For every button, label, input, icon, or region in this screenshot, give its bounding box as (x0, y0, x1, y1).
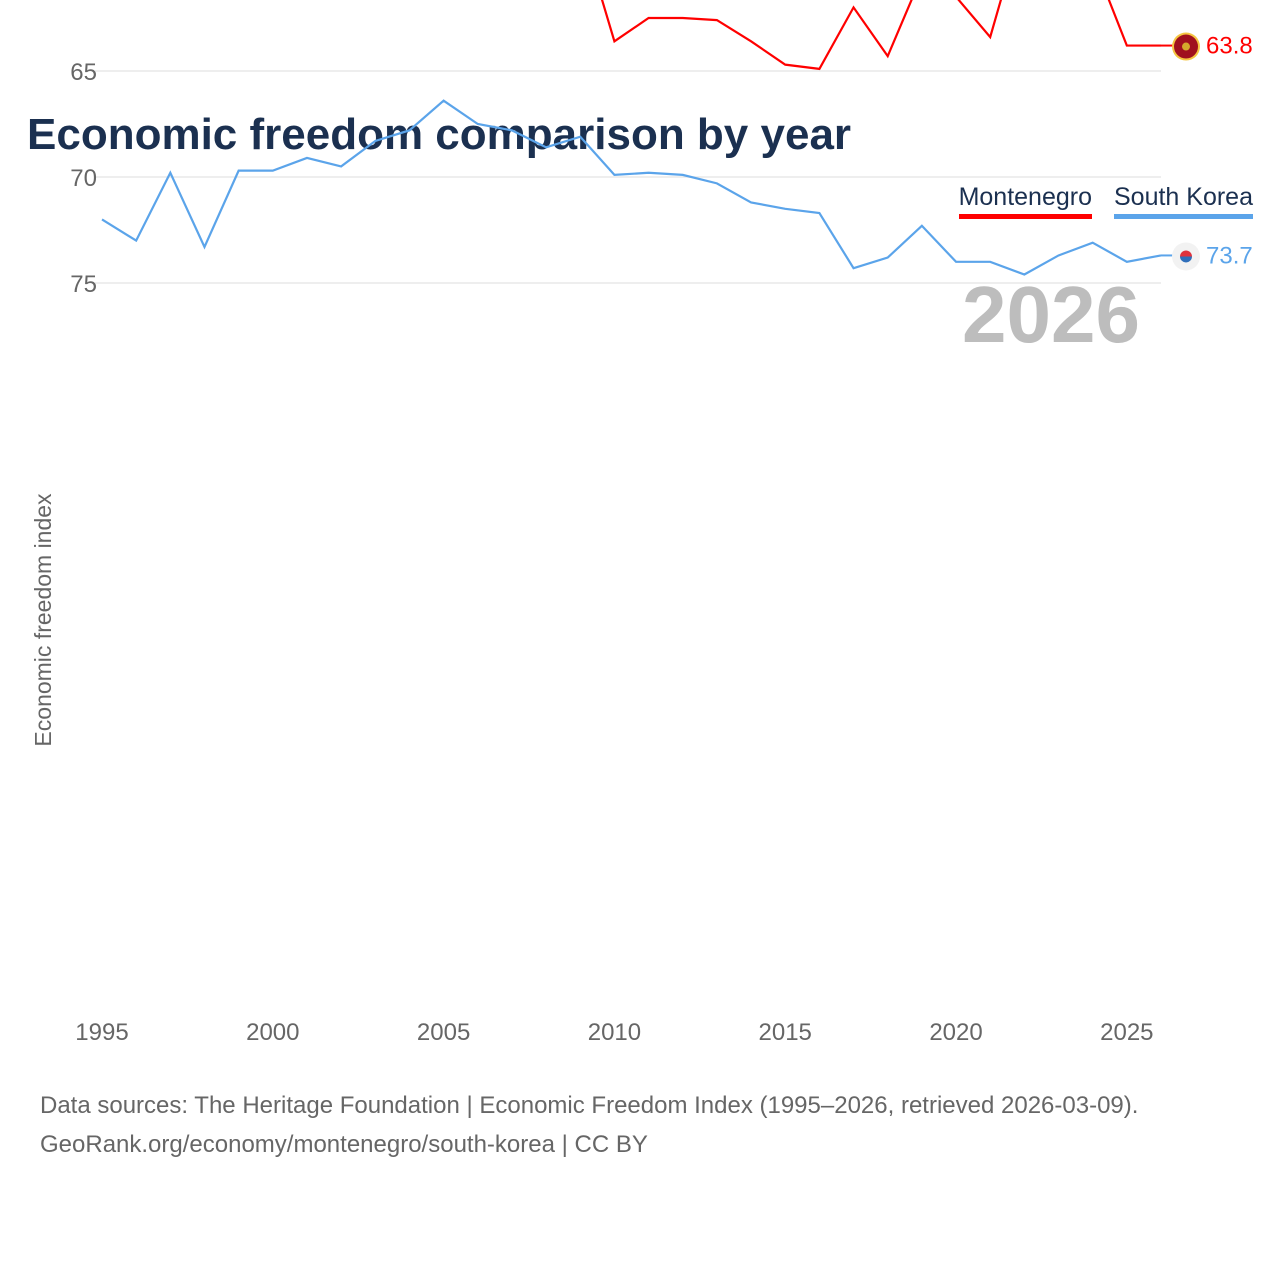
year-watermark: 2026 (962, 270, 1140, 359)
chart-title: Economic freedom comparison by year (27, 110, 852, 159)
end-value-label: 73.7 (1206, 242, 1253, 269)
x-tick-label: 1995 (75, 1019, 128, 1046)
flag-taeguk-top (1180, 250, 1192, 257)
legend-item-montenegro[interactable]: Montenegro (958, 183, 1092, 219)
y-axis-label: Economic freedom index (30, 493, 56, 747)
flag-taeguk-bottom (1180, 256, 1192, 263)
legend-item-south-korea[interactable]: South Korea (1114, 183, 1253, 219)
flag-emblem (1182, 42, 1190, 51)
end-value-label: 63.8 (1206, 33, 1253, 60)
series-line-south-korea (101, 99, 1162, 276)
series-line-montenegro (600, 0, 1161, 71)
footer: Data sources: The Heritage Foundation | … (40, 1086, 1138, 1164)
y-tick-label: 75 (70, 271, 97, 298)
y-tick-label: 65 (70, 59, 97, 86)
x-tick-label: 2020 (929, 1019, 982, 1046)
source-link[interactable]: GeoRank.org/economy/montenegro/south-kor… (40, 1131, 648, 1158)
x-tick-label: 2000 (246, 1019, 299, 1046)
y-tick-label: 70 (70, 165, 97, 192)
x-tick-label: 2015 (759, 1019, 812, 1046)
x-tick-label: 2010 (588, 1019, 641, 1046)
x-tick-label: 2025 (1100, 1019, 1153, 1046)
legend: Montenegro South Korea (958, 183, 1253, 219)
data-source: Data sources: The Heritage Foundation | … (40, 1092, 1139, 1119)
x-tick-label: 2005 (417, 1019, 470, 1046)
